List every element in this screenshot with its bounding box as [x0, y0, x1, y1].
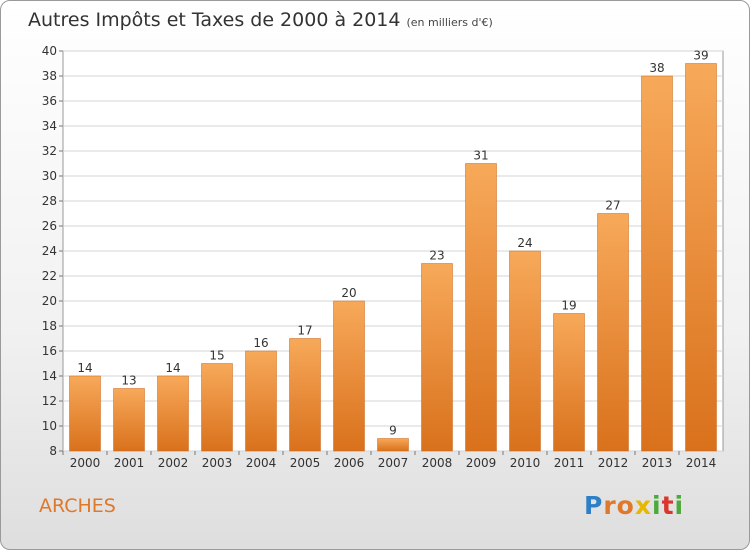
x-tick-label-2002: 2002	[158, 456, 189, 470]
y-tick-label: 16	[42, 344, 57, 358]
bar-2002	[157, 375, 189, 452]
data-label-2001: 13	[121, 374, 136, 388]
data-labels: 14 13 14 15 16 17 20 9 23 31 24 19 27 38 39	[77, 49, 708, 438]
bar-2001	[113, 388, 145, 452]
x-tick-label-2011: 2011	[554, 456, 585, 470]
data-label-2004: 16	[253, 336, 268, 350]
y-tick-label: 36	[42, 94, 57, 108]
x-tick-label-2008: 2008	[422, 456, 453, 470]
x-tick-label-2013: 2013	[642, 456, 673, 470]
y-tick-label: 26	[42, 219, 57, 233]
bar-2004	[245, 350, 277, 452]
x-tick-label-2010: 2010	[510, 456, 541, 470]
x-tick-label-2001: 2001	[114, 456, 145, 470]
y-tick-label: 28	[42, 194, 57, 208]
bar-2005	[289, 338, 321, 452]
data-label-2000: 14	[77, 361, 92, 375]
x-tick-label-2014: 2014	[686, 456, 717, 470]
bars	[69, 63, 717, 452]
title-text: Autres Impôts et Taxes de 2000 à 2014	[28, 9, 401, 31]
logo-letter: t	[661, 491, 675, 520]
bar-2007	[377, 438, 409, 452]
y-tick-label: 32	[42, 144, 57, 158]
logo-letter: o	[616, 491, 635, 520]
bar-2012	[597, 213, 629, 452]
x-tick-label-2005: 2005	[290, 456, 321, 470]
data-label-2002: 14	[165, 361, 180, 375]
data-label-2005: 17	[297, 324, 312, 338]
y-tick-label: 34	[42, 119, 57, 133]
y-tick-label: 20	[42, 294, 57, 308]
data-label-2010: 24	[517, 236, 532, 250]
data-label-2008: 23	[429, 249, 444, 263]
data-label-2013: 38	[649, 61, 664, 75]
bar-2000	[69, 375, 101, 452]
logo-letter: r	[603, 491, 617, 520]
chart-title: Autres Impôts et Taxes de 2000 à 2014 (en…	[28, 9, 493, 31]
bar-2014	[685, 63, 717, 452]
data-label-2012: 27	[605, 199, 620, 213]
y-tick-label: 24	[42, 244, 57, 258]
x-axis: 2000 2001 2002 2003 2004 2005 2006 2007 2008 2009…	[62, 451, 717, 470]
bar-2010	[509, 250, 541, 452]
data-label-2006: 20	[341, 286, 356, 300]
bar-2006	[333, 300, 365, 452]
x-tick-label-2009: 2009	[466, 456, 497, 470]
y-tick-label: 38	[42, 69, 57, 83]
x-tick-label-2006: 2006	[334, 456, 365, 470]
y-tick-label: 22	[42, 269, 57, 283]
x-tick-label-2003: 2003	[202, 456, 233, 470]
bar-2009	[465, 163, 497, 452]
y-tick-label: 30	[42, 169, 57, 183]
y-tick-label: 40	[42, 44, 57, 58]
y-tick-label: 12	[42, 394, 57, 408]
logo-letter: i	[674, 491, 685, 520]
x-tick-label-2000: 2000	[70, 456, 101, 470]
data-label-2014: 39	[693, 49, 708, 63]
data-label-2007: 9	[389, 424, 397, 438]
x-tick-label-2007: 2007	[378, 456, 409, 470]
bar-2008	[421, 263, 453, 452]
x-tick-label-2012: 2012	[598, 456, 629, 470]
commune-name: ARCHES	[39, 495, 116, 517]
bar-2011	[553, 313, 585, 452]
logo-letter: i	[652, 491, 662, 520]
data-label-2003: 15	[209, 349, 224, 363]
bar-2003	[201, 363, 233, 452]
x-tick-label-2004: 2004	[246, 456, 277, 470]
data-label-2011: 19	[561, 299, 576, 313]
proxiti-logo: Proxiti	[584, 491, 684, 520]
y-tick-label: 8	[49, 444, 57, 458]
bar-2013	[641, 75, 673, 452]
data-label-2009: 31	[473, 149, 488, 163]
y-axis: 8 10 12 14 16 18 20 22 24 26 28 30 32 34 36 38 40	[42, 44, 63, 458]
chart-subtitle: (en milliers d'€)	[406, 16, 493, 29]
logo-letter: x	[634, 491, 652, 520]
logo-letter: P	[584, 491, 604, 520]
y-tick-label: 14	[42, 369, 57, 383]
y-tick-label: 18	[42, 319, 57, 333]
y-tick-label: 10	[42, 419, 57, 433]
